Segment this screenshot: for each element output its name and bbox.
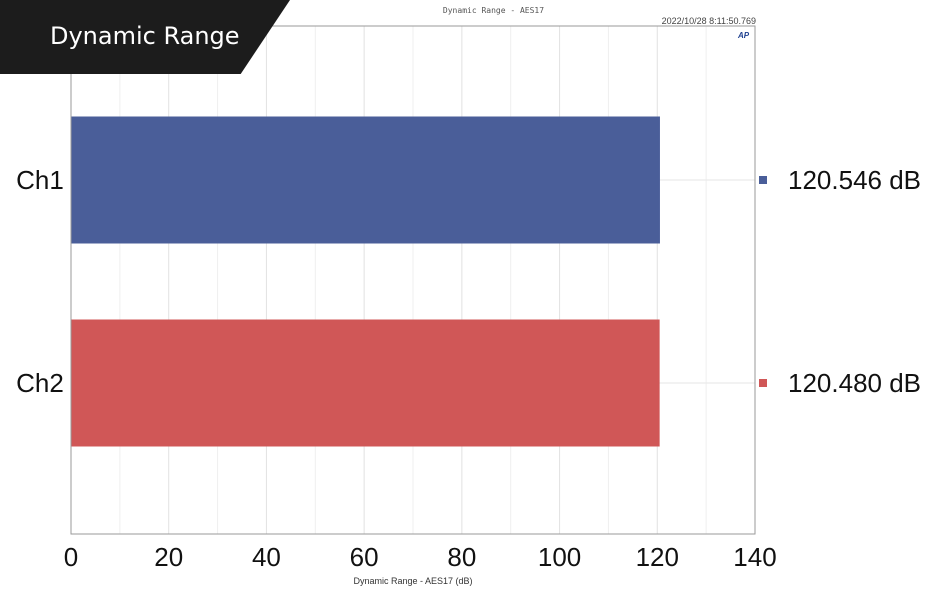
section-banner: Dynamic Range <box>0 0 290 74</box>
legend-marker <box>759 176 767 184</box>
x-tick-label: 0 <box>64 542 78 572</box>
category-label: Ch2 <box>16 368 64 398</box>
bar-ch2 <box>71 319 660 447</box>
x-tick-label: 120 <box>636 542 679 572</box>
x-axis-label: Dynamic Range - AES17 (dB) <box>353 576 472 586</box>
plot-frame <box>70 25 756 535</box>
category-label: Ch1 <box>16 165 64 195</box>
banner-title: Dynamic Range <box>50 22 240 50</box>
x-tick-label: 60 <box>350 542 379 572</box>
ap-logo-icon: AP <box>738 31 750 40</box>
graph-title: Dynamic Range - AES17 <box>442 6 545 15</box>
legend-marker <box>759 379 767 387</box>
value-label: 120.480 dB <box>788 368 921 398</box>
x-tick-label: 140 <box>733 542 776 572</box>
x-tick-label: 100 <box>538 542 581 572</box>
x-tick-label: 40 <box>252 542 281 572</box>
x-tick-label: 80 <box>447 542 476 572</box>
value-label: 120.546 dB <box>788 165 921 195</box>
x-tick-label: 20 <box>154 542 183 572</box>
bar-ch1 <box>71 116 660 244</box>
timestamp: 2022/10/28 8:11:50.769 <box>661 16 756 26</box>
